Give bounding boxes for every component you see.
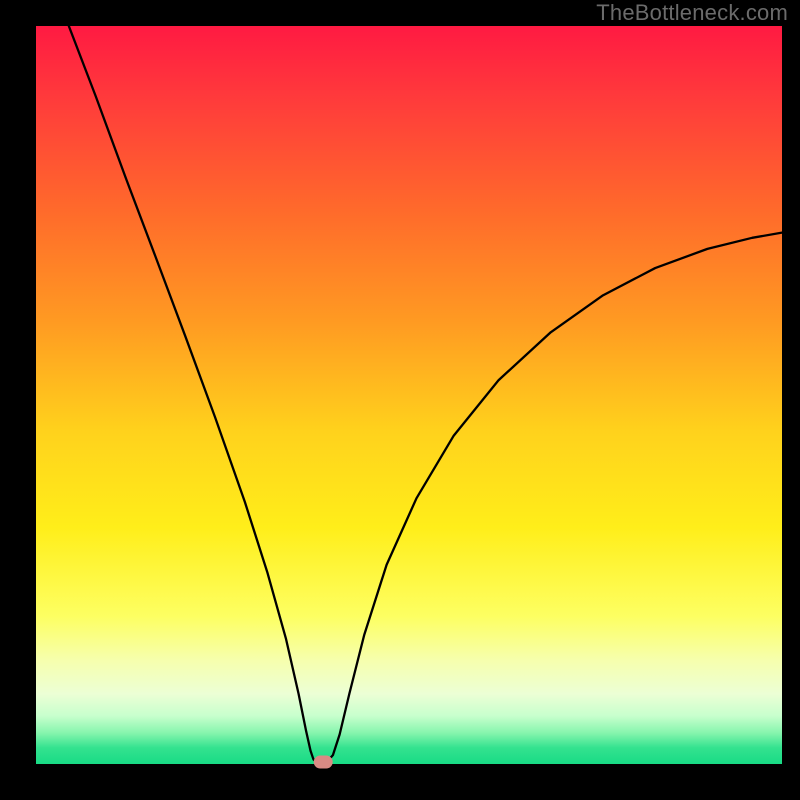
plot-background bbox=[36, 26, 782, 764]
bottleneck-chart bbox=[0, 0, 800, 800]
chart-stage: TheBottleneck.com bbox=[0, 0, 800, 800]
watermark-text: TheBottleneck.com bbox=[596, 0, 788, 26]
vertex-marker bbox=[314, 756, 332, 768]
